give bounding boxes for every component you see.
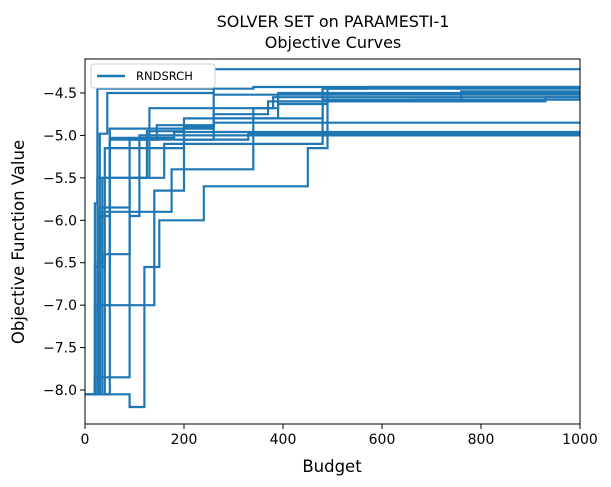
x-tick-label: 400 (270, 432, 297, 448)
series-line-14 (85, 90, 580, 396)
series-layer (85, 68, 580, 409)
y-tick-label: −5.5 (43, 171, 77, 187)
plot-frame (84, 58, 581, 425)
x-tick-label: 0 (81, 432, 90, 448)
x-axis: 0 200 400 600 800 1000 (81, 424, 598, 448)
y-tick-label: −6.5 (43, 256, 77, 272)
x-tick-label: 200 (171, 432, 198, 448)
y-tick-label: −4.5 (43, 86, 77, 102)
legend-box (90, 63, 216, 89)
series-line-13 (85, 98, 580, 396)
y-tick-label: −8.0 (43, 383, 77, 399)
y-tick-label: −5.0 (43, 128, 77, 144)
x-axis-label: Budget (302, 457, 362, 476)
chart-subtitle: Objective Curves (265, 33, 402, 52)
y-axis-label: Objective Function Value (9, 140, 28, 344)
y-tick-label: −7.5 (43, 341, 77, 357)
series-line-6 (85, 85, 580, 409)
x-tick-label: 800 (468, 432, 495, 448)
x-tick-label: 1000 (562, 432, 598, 448)
y-tick-label: −7.0 (43, 298, 77, 314)
chart-title: SOLVER SET on PARAMESTI-1 (217, 12, 450, 31)
x-tick-label: 600 (369, 432, 396, 448)
legend-label: RNDSRCH (136, 69, 193, 83)
y-axis: −8.0 −7.5 −7.0 −6.5 −6.0 −5.5 −5.0 −4.5 (43, 86, 85, 399)
legend: RNDSRCH (90, 63, 216, 89)
y-tick-label: −6.0 (43, 213, 77, 229)
